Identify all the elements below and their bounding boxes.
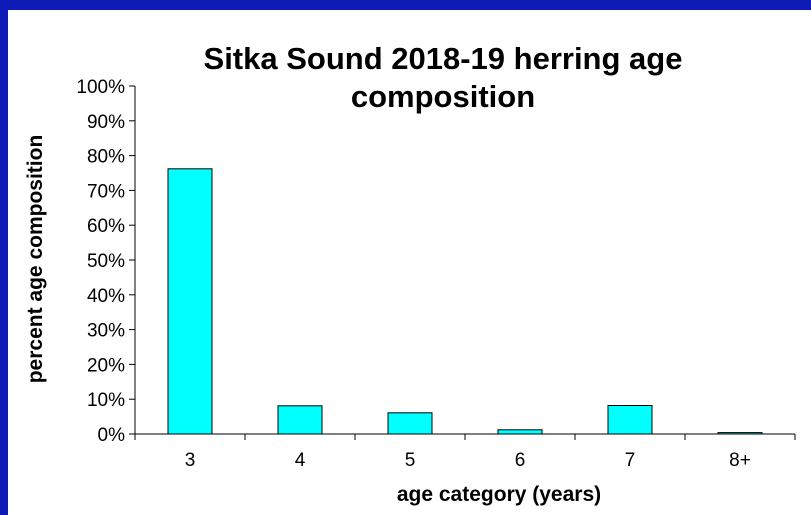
plot-area: 0% 10% 20% 30% 40% 50% 60% 70% 80% 90% 100% 3 4 5 6 7 8+ <box>76 77 796 471</box>
y-tick-label: 30% <box>87 321 125 342</box>
bar-age-8plus <box>717 432 763 435</box>
x-category-label: 7 <box>625 450 636 471</box>
y-tick-label: 50% <box>87 251 125 272</box>
y-tick-label: 80% <box>87 147 125 168</box>
x-axis-title: age category (years) <box>397 483 601 506</box>
bar-age-4 <box>277 405 323 435</box>
y-tick-label: 10% <box>87 390 125 411</box>
y-axis-title: percent age composition <box>24 135 47 384</box>
x-category-label: 5 <box>405 450 416 471</box>
chart-title-line2: composition <box>351 79 535 114</box>
y-tick-label: 20% <box>87 355 125 376</box>
bar-age-5 <box>387 412 433 435</box>
x-category-label: 6 <box>515 450 526 471</box>
x-category-label: 8+ <box>729 450 751 471</box>
y-tick-label: 90% <box>87 112 125 133</box>
y-tick-label: 70% <box>87 181 125 202</box>
x-category-label: 3 <box>185 450 196 471</box>
x-category-label: 4 <box>295 450 306 471</box>
bar-chart: Sitka Sound 2018-19 herring age composit… <box>24 41 796 506</box>
bar-age-7 <box>607 405 653 435</box>
chart-panel: Sitka Sound 2018-19 herring age composit… <box>8 10 811 515</box>
y-tick-label: 40% <box>87 286 125 307</box>
y-tick-label: 60% <box>87 216 125 237</box>
y-tick-label: 0% <box>98 425 126 446</box>
chart-title-line1: Sitka Sound 2018-19 herring age <box>204 41 683 76</box>
bar-age-6 <box>497 429 543 435</box>
y-tick-label: 100% <box>76 77 125 98</box>
bar-age-3 <box>167 168 213 435</box>
